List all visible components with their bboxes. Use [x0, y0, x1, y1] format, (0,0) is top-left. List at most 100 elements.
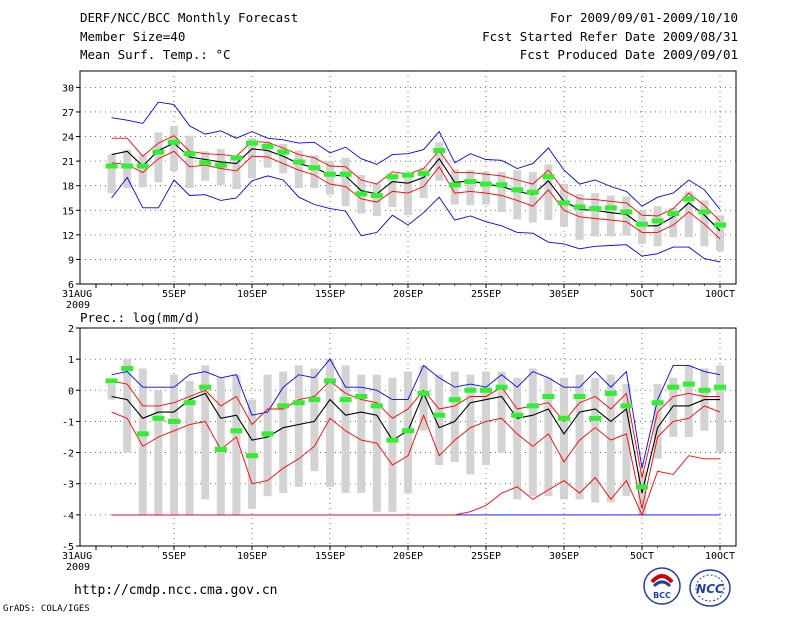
spread-box [669, 377, 678, 437]
spread-box [575, 374, 584, 500]
series-mean-line [111, 142, 721, 232]
observation-marker [355, 191, 368, 197]
observation-marker [495, 384, 508, 390]
observation-marker [480, 181, 492, 187]
spread-box [653, 384, 662, 459]
observation-marker [308, 165, 321, 171]
observation-marker [199, 160, 212, 166]
observation-marker [573, 394, 586, 400]
y-tick-label: 2 [68, 324, 74, 335]
spread-box [482, 371, 490, 466]
spread-box [497, 371, 506, 453]
observation-marker [682, 381, 695, 387]
observation-marker [651, 400, 664, 406]
spread-box [138, 368, 147, 515]
observation-marker [308, 397, 321, 403]
spread-box [716, 215, 724, 252]
observation-marker [667, 211, 680, 217]
observation-marker [183, 400, 196, 406]
x-tick-label: 15SEP [315, 289, 345, 300]
x-tick-label: 5SEP [162, 289, 186, 300]
observation-marker [386, 437, 399, 443]
spread-box [591, 377, 600, 503]
spread-box [185, 135, 194, 189]
x-tick-label: 5OCT [630, 289, 654, 300]
spread-box [201, 151, 210, 181]
observation-marker [573, 204, 586, 210]
spread-box [248, 138, 256, 179]
spread-box [154, 132, 163, 183]
x-tick-label: 5SEP [162, 551, 186, 562]
observation-marker [105, 163, 118, 169]
observation-marker [199, 384, 212, 390]
observation-marker [152, 415, 165, 421]
observation-marker [682, 196, 695, 202]
forecast-produced-date: Fcst Produced Date 2009/09/01 [519, 47, 738, 62]
observation-marker [620, 403, 633, 409]
member-size: Member Size=40 [80, 29, 186, 44]
spread-box [138, 155, 147, 188]
spread-box [326, 359, 334, 487]
spread-box [466, 374, 475, 475]
spread-box [482, 171, 490, 205]
spread-box [435, 374, 444, 466]
spread-box [388, 377, 397, 512]
observation-marker [542, 174, 555, 180]
chart-title: DERF/NCC/BCC Monthly Forecast [80, 10, 299, 25]
spread-box [279, 143, 288, 174]
spread-box [435, 142, 444, 181]
observation-marker [277, 149, 290, 155]
observation-marker [402, 428, 414, 434]
series-min-line [111, 175, 721, 263]
spread-box [201, 365, 210, 500]
observation-marker [480, 387, 492, 393]
forecast-start-date: Fcst Started Refer Date 2009/08/31 [482, 29, 738, 44]
spread-box [123, 359, 132, 453]
footer-url[interactable]: http://cmdp.ncc.cma.gov.cn [74, 583, 278, 598]
spread-box [310, 155, 319, 189]
observation-marker [324, 171, 336, 177]
observation-marker [292, 159, 305, 165]
observation-marker [604, 390, 617, 396]
spread-box [497, 171, 506, 212]
spread-box [294, 365, 303, 487]
spread-box [684, 191, 693, 238]
spread-box [513, 170, 522, 220]
spread-box [528, 368, 537, 497]
observation-marker [214, 446, 227, 452]
observation-marker [448, 182, 461, 188]
observation-marker [168, 418, 180, 424]
observation-marker [464, 179, 477, 185]
spread-box [185, 380, 194, 515]
observation-marker [542, 394, 555, 400]
spread-box [544, 164, 553, 221]
spread-box [591, 193, 600, 237]
observation-marker [636, 221, 648, 227]
series-low_band-line [111, 455, 720, 517]
spread-box [357, 374, 366, 494]
series-max-line [111, 101, 721, 210]
observation-marker [183, 151, 196, 157]
observation-marker [464, 387, 477, 393]
series-mean-line [111, 392, 720, 494]
observation-marker [230, 428, 243, 434]
spread-box [606, 195, 615, 237]
spread-box [279, 371, 288, 494]
spread-box [622, 196, 631, 236]
spread-box [310, 368, 319, 472]
spread-box [404, 172, 412, 216]
observation-marker [589, 415, 602, 421]
spread-box [170, 125, 178, 171]
x-tick-label: 31AUG [62, 289, 92, 300]
observation-marker [698, 209, 711, 215]
x-tick-label: 25SEP [471, 289, 501, 300]
observation-marker [714, 384, 726, 390]
observation-marker [589, 206, 602, 212]
spread-box [123, 149, 132, 189]
observation-marker [121, 163, 134, 169]
ncc-logo: NCC [689, 569, 731, 607]
observation-marker [261, 143, 274, 149]
observation-marker [448, 397, 461, 403]
observation-marker [714, 222, 726, 228]
